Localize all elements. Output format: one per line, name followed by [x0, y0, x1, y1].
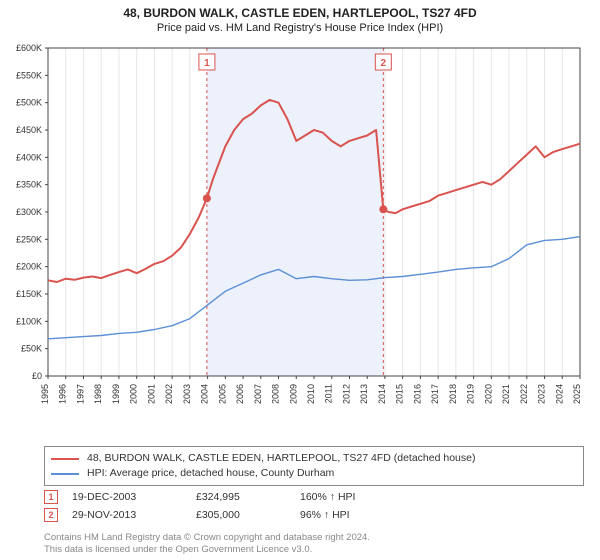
chart-subtitle: Price paid vs. HM Land Registry's House … — [4, 22, 596, 34]
sale-row: 1 19-DEC-2003 £324,995 160% ↑ HPI — [44, 490, 584, 504]
chart-title: 48, BURDON WALK, CASTLE EDEN, HARTLEPOOL… — [4, 6, 596, 20]
svg-text:2019: 2019 — [466, 384, 476, 404]
svg-text:2010: 2010 — [306, 384, 316, 404]
chart-plot: £0£50K£100K£150K£200K£250K£300K£350K£400… — [44, 44, 584, 414]
sale-row: 2 29-NOV-2013 £305,000 96% ↑ HPI — [44, 508, 584, 522]
credit-text: Contains HM Land Registry data © Crown c… — [44, 532, 584, 556]
svg-text:£0: £0 — [32, 371, 42, 381]
legend-swatch — [51, 473, 79, 475]
legend-label: 48, BURDON WALK, CASTLE EDEN, HARTLEPOOL… — [87, 451, 475, 466]
svg-text:2001: 2001 — [146, 384, 156, 404]
legend-swatch — [51, 458, 79, 460]
svg-text:2011: 2011 — [324, 384, 334, 403]
svg-text:1998: 1998 — [93, 384, 103, 404]
svg-text:2007: 2007 — [253, 384, 263, 404]
svg-text:2014: 2014 — [377, 384, 387, 404]
svg-text:2023: 2023 — [537, 384, 547, 404]
svg-text:2021: 2021 — [501, 384, 511, 404]
svg-text:2018: 2018 — [448, 384, 458, 404]
svg-text:2013: 2013 — [359, 384, 369, 404]
svg-text:2000: 2000 — [129, 384, 139, 404]
svg-text:2016: 2016 — [412, 384, 422, 404]
svg-text:£550K: £550K — [16, 70, 42, 80]
sale-marker-icon: 2 — [44, 508, 58, 522]
sale-pct: 160% ↑ HPI — [300, 491, 420, 503]
svg-text:£500K: £500K — [16, 98, 42, 108]
credit-line: Contains HM Land Registry data © Crown c… — [44, 532, 584, 544]
svg-text:2017: 2017 — [430, 384, 440, 404]
svg-text:2003: 2003 — [182, 384, 192, 404]
svg-text:2008: 2008 — [271, 384, 281, 404]
credit-line: This data is licensed under the Open Gov… — [44, 544, 584, 556]
svg-text:2: 2 — [381, 58, 387, 69]
svg-text:2020: 2020 — [483, 384, 493, 404]
legend-label: HPI: Average price, detached house, Coun… — [87, 466, 334, 481]
svg-text:1: 1 — [204, 58, 210, 69]
svg-text:1996: 1996 — [58, 384, 68, 404]
legend-item: HPI: Average price, detached house, Coun… — [51, 466, 577, 481]
svg-text:£450K: £450K — [16, 125, 42, 135]
svg-text:£400K: £400K — [16, 152, 42, 162]
svg-text:£200K: £200K — [16, 262, 42, 272]
svg-text:1999: 1999 — [111, 384, 121, 404]
svg-text:2025: 2025 — [572, 384, 582, 404]
svg-text:2009: 2009 — [288, 384, 298, 404]
svg-text:2002: 2002 — [164, 384, 174, 404]
svg-text:£250K: £250K — [16, 234, 42, 244]
svg-text:£100K: £100K — [16, 316, 42, 326]
sale-pct: 96% ↑ HPI — [300, 509, 420, 521]
chart-svg: £0£50K£100K£150K£200K£250K£300K£350K£400… — [44, 44, 584, 414]
svg-text:2004: 2004 — [200, 384, 210, 404]
svg-text:2022: 2022 — [519, 384, 529, 404]
sale-price: £305,000 — [196, 509, 286, 521]
svg-text:1997: 1997 — [75, 384, 85, 404]
sale-price: £324,995 — [196, 491, 286, 503]
sale-date: 19-DEC-2003 — [72, 491, 182, 503]
svg-text:£600K: £600K — [16, 43, 42, 53]
svg-text:£300K: £300K — [16, 207, 42, 217]
svg-text:£350K: £350K — [16, 180, 42, 190]
legend: 48, BURDON WALK, CASTLE EDEN, HARTLEPOOL… — [44, 446, 584, 486]
svg-text:2015: 2015 — [395, 384, 405, 404]
sale-marker-num: 2 — [48, 510, 53, 520]
figure-container: { "title_line1": "48, BURDON WALK, CASTL… — [0, 0, 600, 560]
svg-text:2012: 2012 — [341, 384, 351, 404]
svg-text:2006: 2006 — [235, 384, 245, 404]
svg-text:1995: 1995 — [40, 384, 50, 404]
svg-text:£150K: £150K — [16, 289, 42, 299]
legend-item: 48, BURDON WALK, CASTLE EDEN, HARTLEPOOL… — [51, 451, 577, 466]
sale-date: 29-NOV-2013 — [72, 509, 182, 521]
svg-text:£50K: £50K — [21, 344, 42, 354]
svg-text:2024: 2024 — [554, 384, 564, 404]
sales-list: 1 19-DEC-2003 £324,995 160% ↑ HPI 2 29-N… — [44, 490, 584, 526]
sale-marker-icon: 1 — [44, 490, 58, 504]
sale-marker-num: 1 — [48, 492, 53, 502]
svg-text:2005: 2005 — [217, 384, 227, 404]
